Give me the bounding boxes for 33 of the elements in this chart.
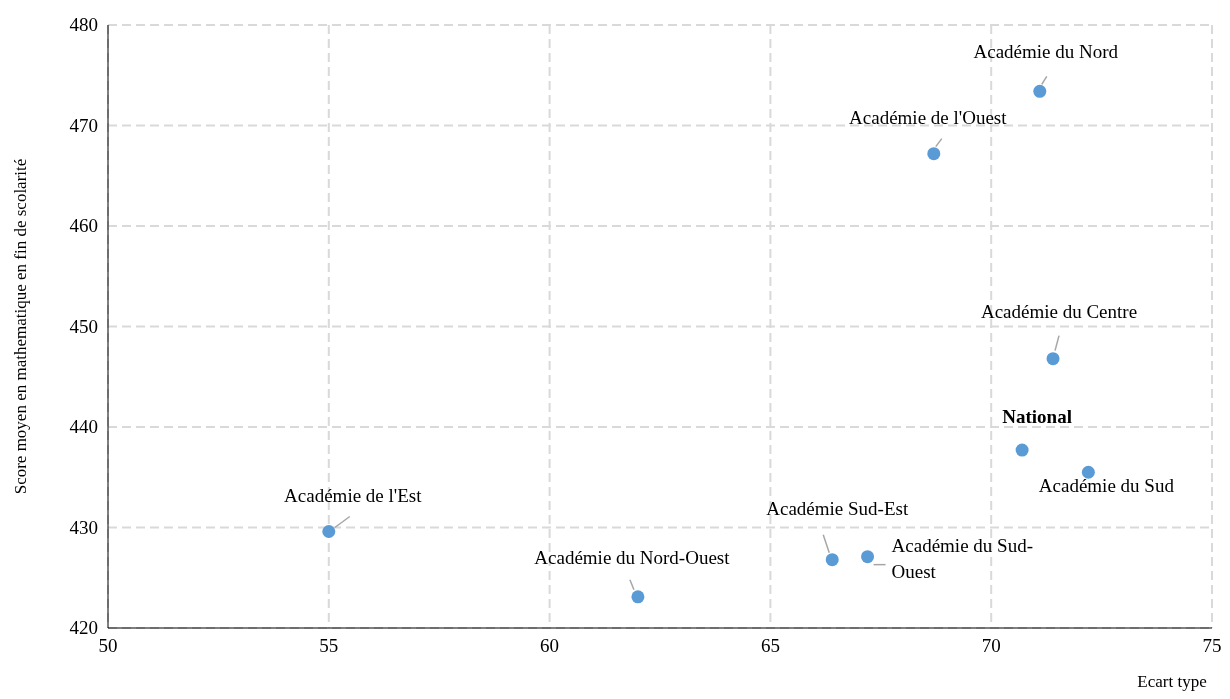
y-tick-label: 440 (69, 416, 98, 437)
x-tick-label: 75 (1202, 635, 1222, 656)
point (927, 147, 941, 161)
x-tick-label: 60 (540, 635, 560, 656)
series-label: Académie du Sud-Ouest (891, 534, 1033, 582)
series-label: Académie du Sud (1038, 475, 1175, 497)
y-tick-label: 470 (69, 114, 98, 136)
y-tick-label: 450 (69, 315, 98, 337)
point (1033, 84, 1047, 98)
point (1046, 352, 1060, 366)
x-axis-title: Ecart type (1137, 672, 1207, 691)
y-tick-label: 420 (69, 617, 98, 638)
series-label: Académie du Nord (973, 41, 1119, 63)
point (825, 553, 839, 567)
y-tick-label: 480 (69, 14, 98, 35)
point (1081, 465, 1095, 479)
series-label: Académie de l'Ouest (849, 106, 1008, 128)
x-tick-label: 70 (981, 635, 1001, 656)
y-tick-label: 430 (69, 516, 98, 538)
point (861, 550, 875, 564)
point (1015, 443, 1029, 457)
y-tick-label: 460 (69, 215, 98, 236)
y-axis-title: Score moyen en mathematique en fin de scolarité (11, 158, 30, 495)
text: Académie Sud-Est (766, 497, 909, 519)
series-label: Académie de l'Est (284, 484, 423, 506)
series-label: Académie du Nord-Ouest (534, 546, 731, 568)
x-tick-label: 65 (760, 635, 780, 656)
series-label: National (1002, 406, 1072, 428)
x-tick-label: 55 (319, 635, 339, 656)
point (322, 525, 336, 539)
text: Académie du Centre (980, 300, 1138, 322)
point (631, 590, 645, 604)
x-tick-label: 50 (98, 635, 118, 656)
